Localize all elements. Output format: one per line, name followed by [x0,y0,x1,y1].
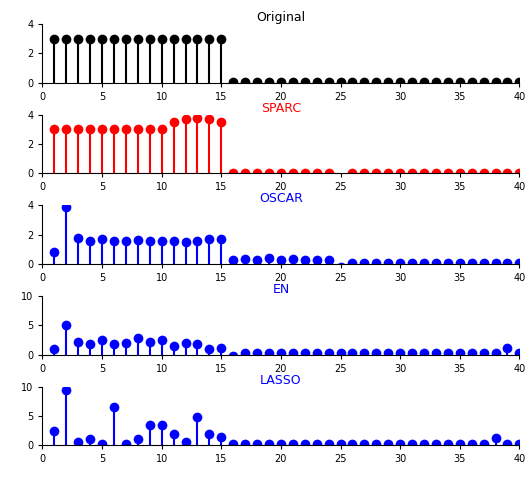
Title: Original: Original [257,11,305,24]
Title: LASSO: LASSO [260,374,302,387]
Title: EN: EN [272,283,289,296]
Title: SPARC: SPARC [261,102,301,115]
Title: OSCAR: OSCAR [259,193,303,206]
